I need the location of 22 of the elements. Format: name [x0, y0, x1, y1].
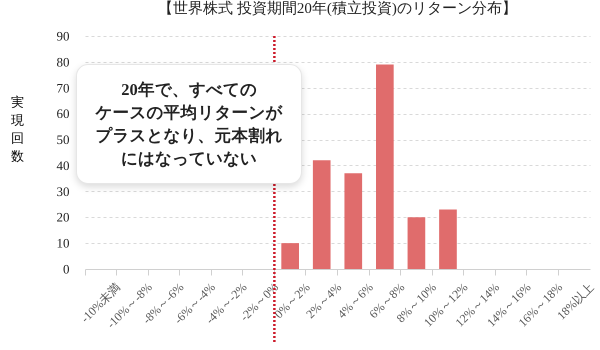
y-tick-label: 10	[56, 236, 70, 251]
y-tick-label: 80	[56, 54, 70, 70]
y-tick-label: 90	[56, 28, 70, 44]
annotation: プラスとなり、元本割れ	[96, 125, 282, 147]
annotation: 20年で、すべての	[120, 79, 258, 101]
bar	[344, 173, 362, 269]
annotation: ケースの平均リターンが	[96, 102, 282, 124]
y-tick-label: 70	[56, 80, 70, 96]
y-tick-label: 30	[56, 184, 70, 199]
y-tick-label: 40	[56, 158, 70, 173]
y-tick-label: 60	[56, 106, 70, 122]
bar	[408, 217, 426, 269]
y-axis-title: 実現回数	[11, 94, 24, 164]
y-tick-label: 0	[63, 262, 70, 276]
bar	[439, 209, 457, 269]
bar	[376, 64, 394, 269]
chart-title: 【世界株式 投資期間20年(積立投資)のリターン分布】	[158, 0, 517, 17]
y-tick-label: 50	[56, 132, 70, 148]
y-tick-label: 20	[56, 210, 70, 225]
annotation: にはなっていない	[120, 148, 258, 170]
bar	[312, 160, 331, 269]
bar	[281, 243, 299, 269]
